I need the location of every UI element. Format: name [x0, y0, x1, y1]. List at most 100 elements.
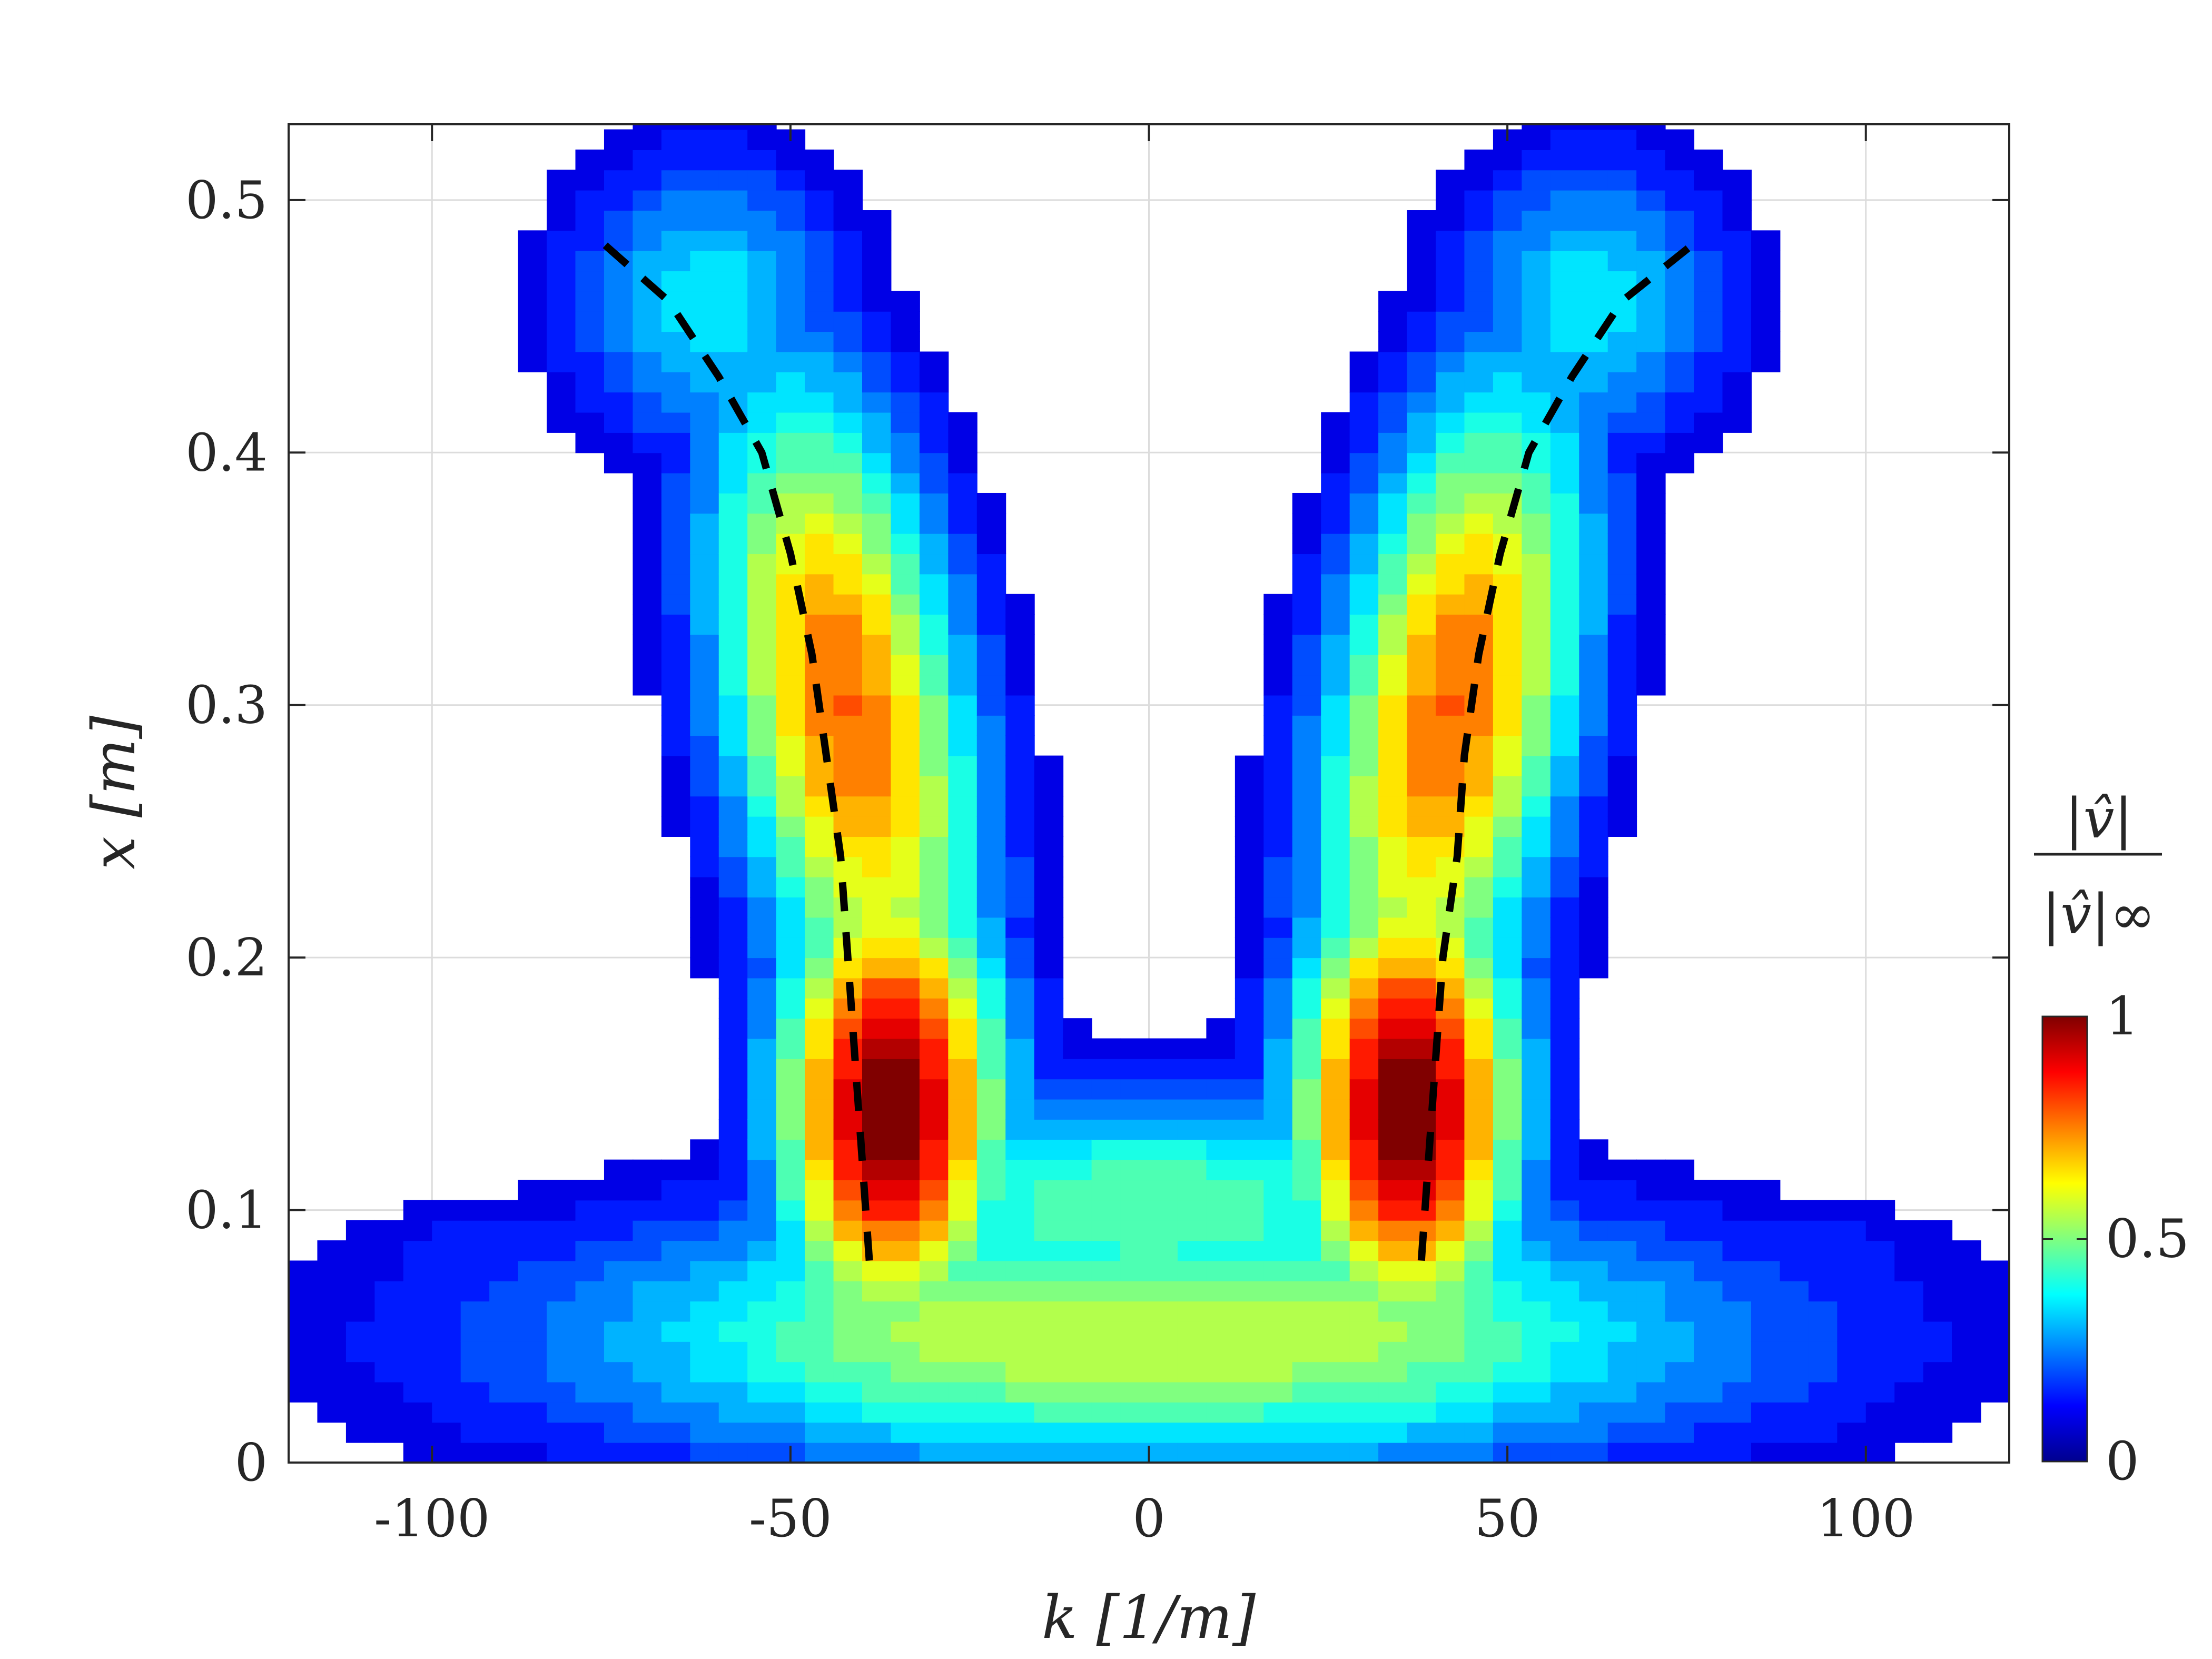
contour-cell: [919, 1038, 949, 1059]
contour-cell: [432, 1301, 461, 1322]
contour-cell: [1550, 1099, 1580, 1120]
contour-cell: [1235, 1422, 1265, 1443]
contour-cell: [747, 1200, 777, 1221]
contour-cell: [1235, 1401, 1265, 1423]
contour-cell: [690, 1180, 719, 1201]
contour-cell: [1292, 1139, 1322, 1160]
contour-cell: [604, 1442, 634, 1463]
contour-cell: [1235, 957, 1265, 979]
contour-cell: [1235, 1200, 1265, 1221]
contour-cell: [1694, 392, 1723, 413]
contour-cell: [1149, 1139, 1178, 1160]
contour-cell: [718, 291, 748, 312]
contour-cell: [1407, 816, 1436, 837]
contour-cell: [1607, 1442, 1637, 1463]
contour-cell: [1665, 311, 1695, 332]
contour-cell: [862, 1038, 892, 1059]
contour-cell: [747, 1139, 777, 1160]
contour-cell: [948, 533, 977, 555]
contour-cell: [1636, 210, 1666, 231]
contour-cell: [862, 412, 892, 433]
contour-cell: [747, 937, 777, 959]
contour-cell: [1378, 1240, 1408, 1261]
contour-cell: [690, 1139, 719, 1160]
contour-cell: [1263, 856, 1293, 877]
contour-cell: [1579, 1220, 1608, 1241]
contour-cell: [1436, 1058, 1465, 1080]
contour-cell: [718, 170, 748, 191]
contour-cell: [833, 210, 863, 231]
contour-cell: [833, 190, 863, 211]
contour-cell: [403, 1240, 433, 1261]
contour-cell: [633, 1159, 662, 1181]
contour-cell: [1349, 1038, 1379, 1059]
contour-cell: [1349, 654, 1379, 676]
contour-cell: [833, 574, 863, 595]
contour-cell: [976, 554, 1006, 575]
contour-cell: [1665, 1381, 1695, 1403]
contour-cell: [1292, 594, 1322, 615]
contour-cell: [747, 917, 777, 938]
contour-cell: [718, 796, 748, 817]
contour-cell: [1407, 1159, 1436, 1181]
contour-cell: [1493, 1159, 1523, 1181]
contour-cell: [1550, 331, 1580, 352]
contour-cell: [661, 1442, 691, 1463]
contour-cell: [948, 513, 977, 534]
contour-cell: [1349, 554, 1379, 575]
contour-cell: [317, 1401, 347, 1423]
contour-cell: [432, 1361, 461, 1382]
contour-cell: [460, 1422, 490, 1443]
contour-cell: [1407, 775, 1436, 797]
contour-cell: [919, 796, 949, 817]
contour-cell: [1349, 351, 1379, 372]
contour-cell: [833, 594, 863, 615]
contour-cell: [948, 816, 977, 837]
contour-cell: [1177, 1180, 1207, 1201]
contour-cell: [1349, 371, 1379, 393]
contour-cell: [1321, 594, 1350, 615]
contour-cell: [891, 775, 920, 797]
contour-cell: [1493, 755, 1523, 776]
contour-cell: [547, 1361, 576, 1382]
contour-cell: [1694, 1240, 1723, 1261]
contour-cell: [1493, 1058, 1523, 1080]
contour-cell: [1550, 796, 1580, 817]
contour-cell: [1464, 816, 1494, 837]
contour-cell: [1206, 1200, 1236, 1221]
contour-cell: [1149, 1099, 1178, 1120]
contour-cell: [633, 452, 662, 473]
contour-cell: [1378, 1180, 1408, 1201]
contour-cell: [1005, 634, 1035, 655]
contour-cell: [604, 412, 634, 433]
contour-cell: [919, 371, 949, 393]
contour-cell: [1751, 250, 1781, 272]
contour-cell: [1464, 271, 1494, 292]
contour-cell: [1177, 1442, 1207, 1463]
contour-cell: [575, 1361, 605, 1382]
contour-cell: [489, 1240, 519, 1261]
contour-cell: [1034, 1240, 1064, 1261]
contour-cell: [891, 735, 920, 756]
contour-cell: [1292, 675, 1322, 696]
contour-cell: [1235, 1099, 1265, 1120]
contour-cell: [718, 957, 748, 979]
contour-cell: [1694, 1442, 1723, 1463]
contour-cell: [633, 654, 662, 676]
contour-cell: [919, 392, 949, 413]
contour-cell: [1923, 1321, 1953, 1342]
contour-cell: [1493, 271, 1523, 292]
contour-cell: [1321, 735, 1350, 756]
contour-cell: [1378, 1401, 1408, 1423]
contour-cell: [1292, 735, 1322, 756]
contour-cell: [1407, 250, 1436, 272]
contour-cell: [1607, 735, 1637, 756]
contour-cell: [1407, 513, 1436, 534]
contour-cell: [1665, 190, 1695, 211]
contour-cell: [1034, 876, 1064, 898]
contour-cell: [1464, 1422, 1494, 1443]
contour-cell: [633, 533, 662, 555]
contour-cell: [747, 998, 777, 1019]
contour-cell: [518, 351, 548, 372]
